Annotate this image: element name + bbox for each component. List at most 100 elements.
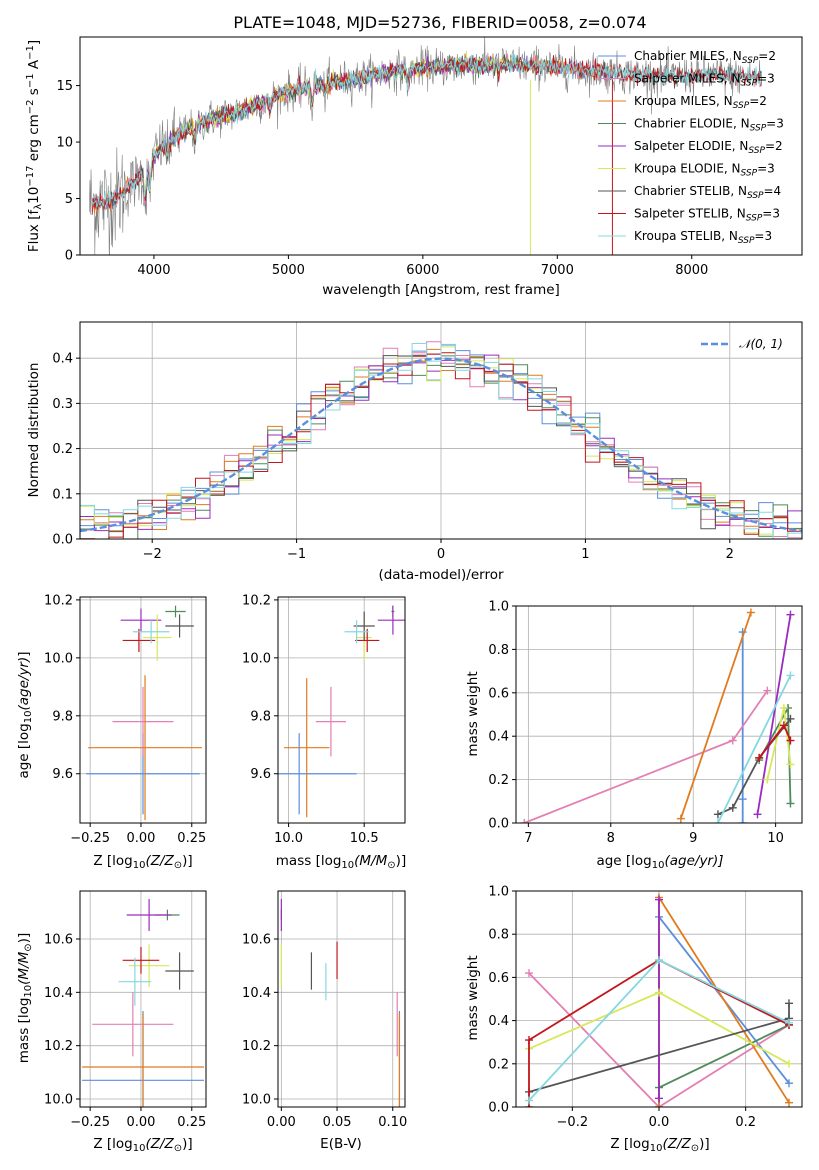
- axes-frame: [515, 605, 803, 824]
- panel-marks: [86, 605, 202, 821]
- cumulative-metallicity-panel: −0.2 0.0 0.2 0.0 0.2 0.4 0.6 0.8 1.0: [488, 885, 803, 1130]
- cumulative-line: [717, 675, 792, 823]
- residuals-legend: 𝒩(0, 1): [701, 337, 783, 351]
- y-tick-label: 1.0: [488, 885, 509, 900]
- residuals-xlabel: (data-model)/error: [378, 567, 504, 583]
- y-tick-label: 0.4: [488, 730, 509, 745]
- x-tick-label: 0.25: [177, 831, 206, 846]
- spectrum-legend: Chabrier MILES, NSSP=2 Salpeter MILES, NS…: [598, 49, 784, 246]
- y-tick-label: 9.6: [250, 767, 271, 782]
- y-tick-label: 10.2: [44, 1039, 73, 1054]
- y-tick-label: 0.4: [52, 352, 73, 367]
- y-tick-label: 0.8: [488, 643, 509, 658]
- y-tick-label: 9.8: [52, 709, 73, 724]
- x-tick-label: 6000: [406, 263, 439, 278]
- y-tick-label: 0.2: [488, 1057, 509, 1072]
- y-tick-label: 0.8: [488, 928, 509, 943]
- legend-entry: Salpeter ELODIE, NSSP=2: [634, 139, 783, 156]
- x-tick-label: −2: [143, 547, 162, 562]
- age-vs-Z-xlabel: Z [log10(Z/Z⊙)]: [93, 853, 192, 871]
- y-tick-label: 0.0: [488, 1101, 509, 1116]
- cumulative-age-panel: 7 8 9 10 0.0 0.2 0.4 0.6 0.8 1.0: [488, 600, 803, 846]
- y-tick-label: 10.0: [44, 1093, 73, 1108]
- mass-vs-ebv-xlabel: E(B-V): [320, 1136, 362, 1152]
- cumulative-Z-ylabel: mass weight: [465, 955, 481, 1040]
- x-tick-label: 0.05: [323, 1115, 352, 1130]
- axes-frame: [277, 890, 406, 1108]
- spectrum-ticks: 4000 5000 6000 7000 8000 0 5 10 15: [56, 79, 708, 278]
- x-tick-label: −0.25: [70, 1115, 110, 1130]
- x-tick-label: 7000: [541, 263, 574, 278]
- cumulative-line: [756, 614, 792, 815]
- cumulative-age-ylabel: mass weight: [465, 671, 481, 756]
- y-tick-label: 0.1: [52, 487, 73, 502]
- age-ylabel: age [log10(age/yr)]: [16, 651, 34, 778]
- legend-entry: Kroupa STELIB, NSSP=3: [634, 229, 772, 246]
- y-tick-label: 10.0: [242, 651, 271, 666]
- x-tick-label: 0.0: [649, 1115, 670, 1130]
- x-tick-label: 2: [726, 547, 734, 562]
- axes-frame: [277, 596, 406, 824]
- x-tick-label: 0.10: [378, 1115, 407, 1130]
- axes-frame: [79, 596, 207, 824]
- legend-entry: Chabrier MILES, NSSP=2: [634, 49, 776, 66]
- axes-frame: [79, 890, 207, 1108]
- x-tick-label: 5000: [272, 263, 305, 278]
- model-spectrum-line: [91, 55, 763, 216]
- spectrum-ylabel: Flux [fλ10−17 erg cm−2 s−1 A−1]: [25, 40, 44, 252]
- panel-marks: [278, 605, 405, 818]
- spectrum-xlabel: wavelength [Angstrom, rest frame]: [322, 282, 560, 298]
- cumulative-Z-xlabel: Z [log10(Z/Z⊙)]: [610, 1136, 709, 1154]
- residuals-ylabel: Normed distribution: [26, 363, 42, 498]
- y-tick-label: 0.6: [488, 686, 509, 701]
- x-tick-label: 0: [437, 547, 445, 562]
- legend-entry: Chabrier STELIB, NSSP=4: [634, 184, 781, 201]
- y-tick-label: 10.4: [242, 986, 271, 1001]
- spectrum-axes-frame: [79, 36, 803, 256]
- spectrum-plot-area: [89, 37, 763, 255]
- legend-entry: Chabrier ELODIE, NSSP=3: [634, 117, 784, 134]
- x-tick-label: −1: [287, 547, 306, 562]
- mass-vs-ebv-panel: 0.00 0.05 0.10 10.0 10.2 10.4 10.6: [242, 890, 407, 1130]
- y-tick-label: 0.0: [52, 533, 73, 548]
- cumulative-line: [679, 612, 752, 819]
- mass-ylabel: mass [log10(M/M⊙)]: [16, 933, 34, 1063]
- y-tick-label: 1.0: [488, 600, 509, 615]
- y-tick-label: 5: [65, 192, 73, 207]
- residual-histogram-step: [80, 343, 802, 539]
- panel-marks: [82, 899, 204, 1107]
- cumulative-line: [523, 690, 769, 823]
- y-tick-label: 0.2: [488, 773, 509, 788]
- x-tick-label: 0.00: [126, 831, 155, 846]
- cumulative-age-xlabel: age [log10(age/yr)]: [596, 853, 723, 871]
- y-tick-label: 0.3: [52, 397, 73, 412]
- x-tick-label: 9: [689, 831, 697, 846]
- y-tick-label: 10.6: [242, 933, 271, 948]
- age-vs-mass-panel: 10.0 10.5 9.6 9.8 10.0 10.2: [242, 593, 406, 846]
- x-tick-label: 10.0: [274, 831, 303, 846]
- residuals-ticks: −2 −1 0 1 2 0.0 0.1 0.2 0.3 0.4: [52, 352, 734, 562]
- y-tick-label: 10.2: [242, 1039, 271, 1054]
- gaussian-curve: [80, 357, 802, 533]
- x-tick-label: 8000: [675, 263, 708, 278]
- y-tick-label: 10.0: [44, 651, 73, 666]
- age-vs-metallicity-panel: −0.25 0.00 0.25 9.6 9.8 10.0 10.2: [44, 593, 207, 846]
- residuals-plot-area: [80, 341, 802, 539]
- x-tick-label: −0.2: [557, 1115, 589, 1130]
- y-tick-label: 0.6: [488, 971, 509, 986]
- legend-entry: Kroupa MILES, NSSP=2: [634, 94, 767, 111]
- y-tick-label: 0.4: [488, 1014, 509, 1029]
- x-tick-label: 10: [767, 831, 784, 846]
- mass-vs-Z-xlabel: Z [log10(Z/Z⊙)]: [93, 1136, 192, 1154]
- y-tick-label: 10.4: [44, 986, 73, 1001]
- y-tick-label: 0.2: [52, 442, 73, 457]
- y-tick-label: 15: [56, 79, 73, 94]
- figure-title: PLATE=1048, MJD=52736, FIBERID=0058, z=0…: [233, 13, 646, 32]
- legend-entry: Salpeter STELIB, NSSP=3: [634, 207, 780, 224]
- cumulative-line: [528, 959, 790, 1107]
- x-tick-label: 10.5: [350, 831, 379, 846]
- spectrum-panel: 4000 5000 6000 7000 8000 0 5 10 15 Chabrier MILE…: [25, 36, 803, 298]
- x-tick-label: 0.25: [177, 1115, 206, 1130]
- y-tick-label: 9.8: [250, 709, 271, 724]
